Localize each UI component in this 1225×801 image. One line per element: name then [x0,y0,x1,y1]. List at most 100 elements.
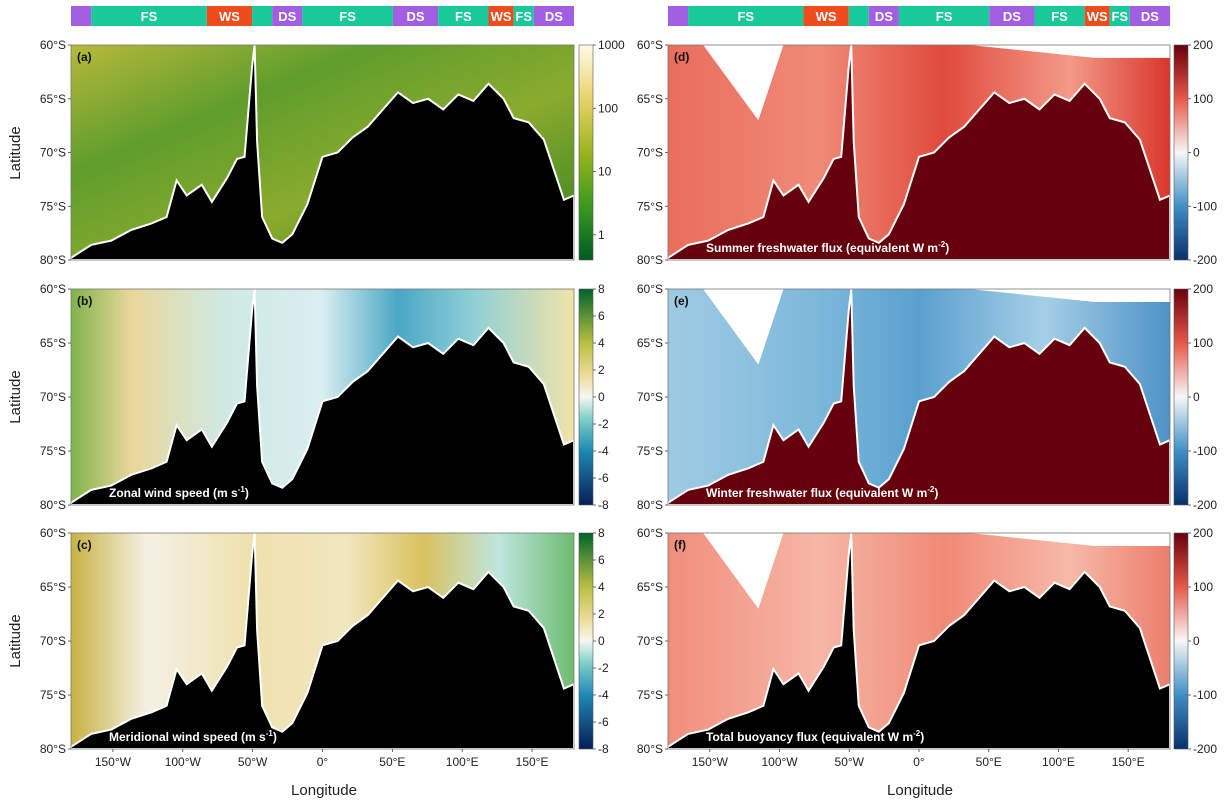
colorbar [1173,44,1189,261]
regime-segment-fs [438,6,489,26]
regime-segment-ws [206,6,253,26]
colorbar-tick-label: 4 [598,336,605,350]
lon-tick-label: 100°W [761,755,798,769]
regime-label: WS [219,9,240,24]
colorbar-tick-label: 0 [1193,390,1200,404]
colorbar [578,288,594,506]
lon-tick-label: 100°W [165,755,202,769]
regime-segment-fs [1034,6,1085,26]
antarctica-land [70,532,575,750]
caption-end: ) [945,241,949,255]
colorbar-tick-label: -2 [598,661,609,675]
regime-label: DS [1141,9,1159,24]
lon-tick-label: 50°E [976,755,1002,769]
colorbar [578,44,594,261]
colorbar-tick-label: -4 [598,444,609,458]
panel-f: (f)Total buoyancy flux (equivalent W m-2… [637,526,1218,769]
panel-caption: Zonal wind speed (m s-1) [109,485,249,500]
colorbar [578,532,594,750]
antarctica-land [667,44,1171,261]
colorbar-tick-label: 10 [598,165,612,179]
regime-segment-ws [803,6,849,26]
panel-tag: (e) [674,294,689,308]
lat-tick-label: 60°S [40,38,66,52]
panel-tag: (c) [77,538,92,552]
lat-tick-label: 75°S [40,444,66,458]
lat-tick-label: 65°S [40,580,66,594]
lon-tick-label: 50°E [379,755,405,769]
lon-tick-label: 100°E [1042,755,1075,769]
lon-tick-label: 50°W [238,755,268,769]
regime-label: WS [1087,9,1108,24]
regime-segment-ds [392,6,439,26]
regime-segment-ds [533,6,574,26]
lon-tick-label: 50°W [835,755,865,769]
caption-end: ) [920,730,924,744]
colorbar-tick-label: -6 [598,715,609,729]
panel-caption: Total buoyancy flux (equivalent W m-2) [706,729,924,744]
lat-tick-label: 80°S [637,253,663,267]
regime-label: FS [936,9,953,24]
colorbar-tick-label: -200 [1193,253,1217,267]
lat-tick-label: 60°S [637,526,663,540]
caption-text: Winter freshwater flux (equivalent W m [706,486,927,500]
regime-segment-fs [302,6,393,26]
caption-unit-sup: -1 [266,729,274,738]
colorbar-tick-label: -2 [598,417,609,431]
masked-region [969,289,1170,302]
colorbar-tick-label: 200 [1193,526,1213,540]
panel-tag: (d) [674,50,689,64]
regime-label: DS [545,9,563,24]
colorbar-tick-label: 8 [598,526,605,540]
panel-caption: Summer freshwater flux (equivalent W m-2… [706,240,949,255]
regime-segment-fs [513,6,534,26]
lat-tick-label: 70°S [637,390,663,404]
panel-caption: Winter freshwater flux (equivalent W m-2… [706,485,938,500]
colorbar-tick-label: 100 [1193,580,1213,594]
lat-tick-label: 75°S [637,199,663,213]
colorbar-tick-label: -100 [1193,444,1217,458]
x-axis-title-right: Longitude [887,782,953,799]
regime-label: WS [816,9,837,24]
colorbar-tick-label: -100 [1193,688,1217,702]
colorbar-tick-label: 0 [1193,634,1200,648]
regime-label: FS [1051,9,1068,24]
caption-end: ) [273,730,277,744]
regime-segment-ds [71,6,92,26]
regime-label: FS [141,9,158,24]
regime-segment-ds [272,6,303,26]
regime-segment-fs [91,6,207,26]
lat-tick-label: 65°S [40,336,66,350]
regime-segment-fs [898,6,990,26]
lon-tick-label: 150°W [95,755,132,769]
masked-region [969,533,1170,546]
lat-tick-label: 65°S [40,92,66,106]
lat-tick-label: 75°S [637,688,663,702]
lon-tick-label: 150°E [516,755,549,769]
caption-text: Zonal wind speed (m s [109,486,238,500]
lat-tick-label: 70°S [40,146,66,160]
regime-segment-fs [1109,6,1130,26]
colorbar-tick-label: -8 [598,498,609,512]
lat-tick-label: 70°S [40,390,66,404]
lat-tick-label: 65°S [637,92,663,106]
lat-tick-label: 60°S [40,282,66,296]
regime-segment-fs [252,6,273,26]
masked-region [668,533,784,609]
colorbar-tick-label: 4 [598,580,605,594]
lat-tick-label: 75°S [40,199,66,213]
lat-tick-label: 60°S [40,526,66,540]
panel-b: (b) Zonal wind speed (m s-1) 60°S 65°S 70°S 7… [40,282,609,512]
lat-tick-label: 60°S [637,282,663,296]
antarctica-land [70,288,575,506]
regime-segment-ds [668,6,689,26]
colorbar-tick-label: 100 [1193,92,1213,106]
lat-tick-label: 75°S [637,444,663,458]
lat-tick-label: 60°S [637,38,663,52]
antarctica-land [667,532,1171,750]
regime-label: DS [278,9,296,24]
caption-text: Meridional wind speed (m s [109,730,266,744]
panel-tag: (b) [77,294,92,308]
caption-unit-sup: -2 [927,485,935,494]
